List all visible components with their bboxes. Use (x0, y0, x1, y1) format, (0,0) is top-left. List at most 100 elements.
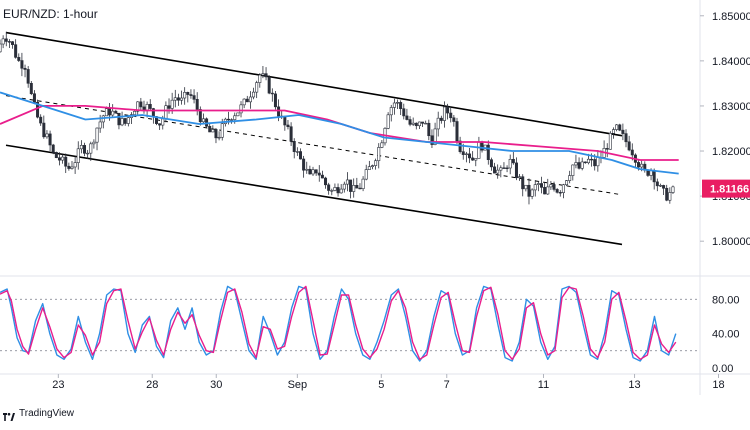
candle-body (292, 141, 296, 152)
candle (374, 158, 378, 170)
candle (546, 178, 550, 195)
chart-title: EUR/NZD: 1-hour (3, 7, 98, 21)
candle-body (605, 148, 609, 150)
candle (405, 108, 409, 121)
price-tick-label: 1.80000 (712, 236, 750, 248)
candle-body (565, 180, 569, 186)
candle-body (549, 184, 553, 188)
candle-body (11, 41, 15, 45)
candle-body (170, 99, 174, 109)
candle-body (380, 142, 384, 148)
candle-body (176, 97, 180, 101)
candle (527, 178, 531, 205)
candle-body (42, 122, 46, 138)
candle (4, 31, 8, 47)
candle (14, 39, 18, 59)
branding[interactable]: TradingView (3, 408, 74, 421)
candle (468, 148, 472, 164)
oscillator-tick-label: 80.00 (712, 294, 740, 306)
oscillator-pane[interactable] (0, 285, 700, 362)
candle-body (514, 162, 518, 179)
candle (126, 117, 130, 127)
candle-body (367, 166, 371, 170)
candle-body (192, 95, 196, 100)
candle-body (377, 147, 381, 162)
price-tick-label: 1.82000 (712, 146, 750, 158)
candle-body (201, 118, 205, 123)
candle-body (120, 118, 124, 126)
candle (543, 182, 547, 195)
candle-body (339, 188, 343, 194)
candle-body (236, 112, 240, 117)
oscillator-line (0, 285, 677, 360)
candle-body (117, 112, 121, 126)
candle-body (615, 124, 619, 130)
candle-body (530, 189, 534, 197)
price-pane[interactable] (0, 31, 679, 246)
oscillator-line (0, 285, 677, 362)
candle (464, 151, 468, 163)
time-tick-label: 7 (444, 379, 450, 391)
candle (345, 172, 349, 192)
candle (655, 178, 659, 192)
candle (48, 130, 52, 152)
candle (286, 120, 290, 130)
candle (558, 190, 562, 197)
candle (330, 188, 334, 196)
candle (449, 106, 453, 123)
candle (358, 183, 362, 190)
candle (611, 127, 615, 139)
candle-body (45, 133, 49, 138)
candle (267, 75, 271, 95)
candle (514, 157, 518, 181)
candle (540, 176, 544, 194)
candle (7, 39, 11, 49)
candle-body (136, 101, 140, 112)
candle (95, 127, 99, 151)
candle (511, 152, 515, 165)
candle-body (173, 97, 177, 101)
candle-body (502, 167, 506, 169)
time-tick-label: 5 (378, 379, 384, 391)
price-tick-label: 1.85000 (712, 11, 750, 23)
candle (327, 182, 331, 195)
candle-body (671, 186, 675, 193)
candle-body (270, 92, 274, 95)
candle (39, 114, 43, 126)
candle-body (511, 158, 515, 164)
candle (552, 181, 556, 192)
candle (355, 177, 359, 189)
candle-body (402, 108, 406, 117)
candle (392, 98, 396, 115)
candle-body (414, 122, 418, 127)
candle-body (374, 160, 378, 166)
candle-body (442, 106, 446, 121)
candle (192, 89, 196, 104)
candle (621, 123, 625, 141)
candle-body (583, 161, 587, 164)
candle-body (355, 185, 359, 189)
candle (352, 178, 356, 198)
candle (561, 183, 565, 199)
candle-body (108, 108, 112, 116)
candle-body (92, 141, 96, 145)
candle-body (145, 104, 149, 111)
candle (518, 173, 522, 181)
candle (505, 165, 509, 173)
candle-body (439, 117, 443, 121)
candle (455, 117, 459, 145)
axes: 1.850001.840001.830001.820001.810001.800… (0, 0, 750, 395)
candle-body (536, 183, 540, 185)
candle (671, 185, 675, 195)
candle (79, 140, 83, 154)
candle-body (342, 183, 346, 190)
candle-body (324, 177, 328, 186)
candle (195, 92, 199, 116)
candle-body (486, 144, 490, 160)
candle-body (164, 105, 168, 120)
candle-body (180, 97, 184, 101)
candle-body (230, 119, 234, 121)
candle (123, 118, 127, 126)
candle-body (20, 60, 24, 69)
